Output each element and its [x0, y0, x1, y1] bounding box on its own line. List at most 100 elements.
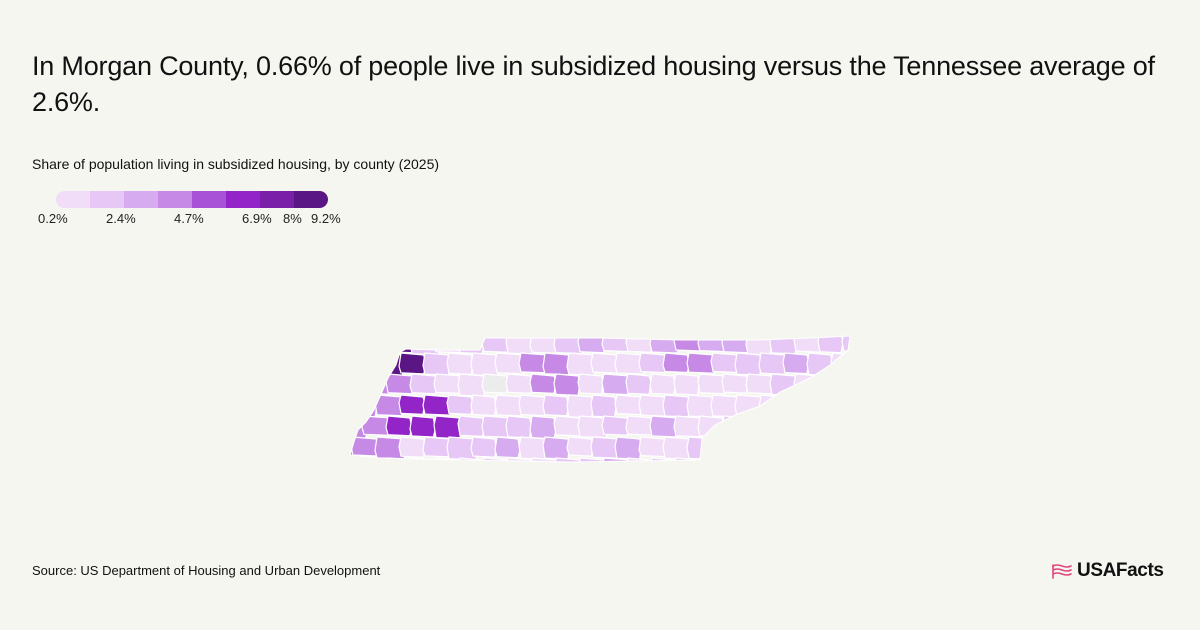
- county-shape: [457, 415, 486, 437]
- county-shape: [385, 457, 417, 462]
- county-shape: [817, 415, 847, 439]
- county-shape: [817, 457, 846, 462]
- county-shape: [481, 373, 509, 394]
- county-shape: [529, 336, 559, 354]
- county-shape: [542, 394, 570, 417]
- legend-label: 0.2%: [38, 211, 68, 226]
- county-shape: [577, 457, 607, 462]
- county-shape: [625, 457, 652, 462]
- county-shape: [505, 373, 534, 394]
- county-shape: [769, 457, 799, 462]
- county-shape: [745, 415, 772, 438]
- county-shape: [566, 394, 595, 419]
- county-shape: [505, 415, 533, 439]
- chart-subtitle: Share of population living in subsidized…: [32, 156, 440, 172]
- source-note: Source: US Department of Housing and Urb…: [32, 563, 381, 578]
- county-shape: [841, 336, 850, 353]
- county-shape: [625, 336, 654, 353]
- county-shape: [601, 415, 630, 436]
- legend-swatch: [192, 191, 226, 208]
- county-shape: [433, 415, 463, 440]
- county-shape: [721, 457, 753, 462]
- legend-label: 6.9%: [242, 211, 272, 226]
- legend-swatch: [124, 191, 158, 208]
- county-shape: [553, 457, 584, 462]
- county-shape: [470, 436, 498, 458]
- county-shape: [398, 394, 426, 415]
- county-shape: [782, 352, 810, 375]
- county-shape: [638, 352, 668, 374]
- county-shape: [350, 394, 378, 418]
- county-shape: [350, 394, 353, 415]
- county-shape: [542, 436, 571, 460]
- county-shape: [350, 336, 365, 356]
- county-shape: [806, 436, 838, 461]
- county-shape: [625, 373, 652, 395]
- county-shape: [806, 394, 838, 417]
- legend-swatch: [90, 191, 124, 208]
- county-shape: [721, 336, 751, 354]
- county-shape: [553, 373, 581, 397]
- chart-title: In Morgan County, 0.66% of people live i…: [32, 51, 1155, 117]
- county-shape: [745, 373, 774, 395]
- county-shape: [350, 352, 356, 375]
- county-shape: [841, 415, 850, 440]
- county-shape: [793, 415, 823, 437]
- county-shape: [745, 457, 778, 462]
- county-shape: [686, 394, 716, 418]
- county-shape: [350, 373, 365, 395]
- county-shape: [529, 415, 557, 440]
- county-shape: [721, 373, 750, 394]
- county-shape: [649, 373, 677, 396]
- county-shape: [697, 457, 727, 462]
- county-shape: [841, 373, 850, 395]
- county-shape: [409, 415, 436, 438]
- county-shape: [662, 352, 690, 374]
- usafacts-logo: USAFacts: [1051, 560, 1164, 582]
- tennessee-county-map: [349, 335, 851, 463]
- county-shape: [697, 415, 725, 438]
- county-shape: [734, 436, 765, 459]
- legend-swatch: [226, 191, 260, 208]
- county-shape: [830, 394, 850, 416]
- county-shape: [590, 394, 618, 418]
- legend-label: 4.7%: [174, 211, 204, 226]
- us-flag-icon: [1052, 564, 1072, 579]
- county-shape: [745, 336, 773, 356]
- county-shape: [446, 352, 474, 376]
- county-shape: [769, 336, 798, 355]
- legend-swatch: [56, 191, 90, 208]
- county-shape: [782, 394, 812, 415]
- county-shape: [577, 373, 605, 395]
- state-outline: [349, 335, 851, 463]
- county-shape: [494, 436, 521, 459]
- county-shape: [566, 436, 594, 457]
- county-shape: [649, 457, 677, 462]
- county-shape: [577, 336, 607, 354]
- county-shape: [817, 373, 847, 397]
- county-shape: [422, 352, 452, 376]
- county-shape: [614, 436, 643, 460]
- county-shape: [662, 394, 691, 418]
- county-shape: [793, 457, 822, 462]
- county-shape: [398, 352, 427, 375]
- county-shape: [830, 352, 850, 375]
- county-shape: [769, 415, 796, 440]
- county-shape: [350, 457, 365, 462]
- color-legend: [56, 191, 328, 208]
- county-shape: [409, 373, 439, 395]
- county-shape: [361, 336, 390, 355]
- county-shape: [769, 373, 798, 397]
- county-shape: [446, 394, 474, 415]
- county-shape: [817, 336, 844, 354]
- county-shape: [518, 394, 548, 417]
- county-shape: [361, 457, 391, 462]
- county-shape: [758, 436, 790, 460]
- legend-label: 9.2%: [311, 211, 341, 226]
- county-shape: [470, 394, 497, 417]
- county-shape: [841, 457, 850, 462]
- legend-swatch: [158, 191, 192, 208]
- county-shape: [385, 336, 415, 354]
- county-shape: [529, 373, 557, 394]
- county-shape: [830, 436, 850, 457]
